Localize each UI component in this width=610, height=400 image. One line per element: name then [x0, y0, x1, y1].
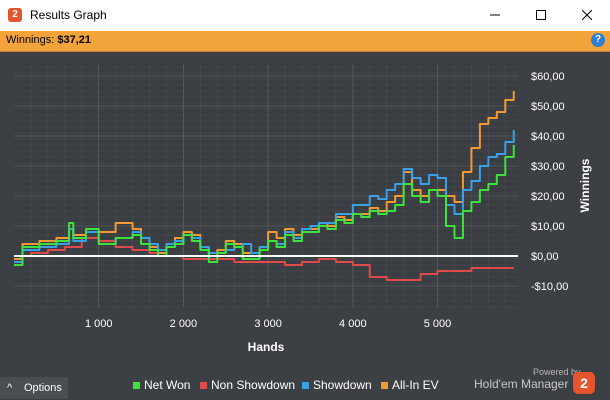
app-logo-icon: 2 [8, 8, 22, 22]
legend-label: Net Won [144, 378, 191, 392]
legend-label: Non Showdown [211, 378, 296, 392]
minimize-button[interactable] [472, 0, 518, 31]
x-tick-label: 1 000 [85, 318, 113, 330]
y-tick-label: $40,00 [531, 131, 565, 143]
y-tick-label: $0,00 [531, 251, 559, 263]
help-icon[interactable]: ? [591, 33, 605, 47]
y-tick-label: $30,00 [531, 161, 565, 173]
series-line-non-showdown [14, 237, 514, 281]
window-title: Results Graph [30, 8, 107, 22]
maximize-button[interactable] [518, 0, 564, 31]
chart-legend: Net Won Non Showdown Showdown All-In EV [0, 378, 470, 394]
y-tick-label: -$10,00 [531, 281, 568, 293]
y-axis-title: Winnings [578, 158, 592, 212]
x-tick-label: 3 000 [254, 318, 282, 330]
results-chart: -$10,00 $0,00 $10,00 $20,00 $30,00 $40,00 $50,… [14, 64, 592, 354]
legend-label: All-In EV [392, 378, 439, 392]
close-button[interactable] [564, 0, 610, 31]
plot-area [14, 64, 518, 307]
x-axis-title: Hands [248, 340, 285, 354]
hm-logo-icon: 2 [573, 372, 595, 394]
legend-swatch [200, 382, 207, 389]
options-label: Options [24, 382, 62, 394]
y-tick-label: $20,00 [531, 191, 565, 203]
winnings-label: Winnings: [6, 34, 55, 46]
legend-label: Showdown [313, 378, 372, 392]
x-tick-label: 2 000 [170, 318, 198, 330]
y-tick-label: $60,00 [531, 71, 565, 83]
x-tick-label: 4 000 [339, 318, 367, 330]
minimize-icon [490, 14, 500, 16]
title-bar: 2 Results Graph [0, 0, 610, 32]
maximize-icon [536, 10, 546, 20]
y-tick-label: $10,00 [531, 221, 565, 233]
series-line-net-won [14, 145, 515, 266]
options-button[interactable]: ^ Options [0, 377, 68, 399]
close-icon [582, 10, 592, 20]
y-tick-label: $50,00 [531, 101, 565, 113]
graph-area: -$10,00 $0,00 $10,00 $20,00 $30,00 $40,00 $50,… [0, 52, 610, 400]
legend-swatch [381, 382, 388, 389]
winnings-summary: Winnings: $37,21 [6, 34, 91, 46]
brand-name: Hold'em Manager [474, 377, 569, 391]
x-tick-label: 5 000 [424, 318, 452, 330]
powered-by-text: Powered by [533, 367, 581, 377]
legend-swatch [302, 382, 309, 389]
chevron-up-icon: ^ [7, 382, 13, 394]
legend-swatch [133, 382, 140, 389]
winnings-value: $37,21 [57, 34, 92, 46]
winnings-bar: Winnings: $37,21 ? [0, 31, 610, 52]
